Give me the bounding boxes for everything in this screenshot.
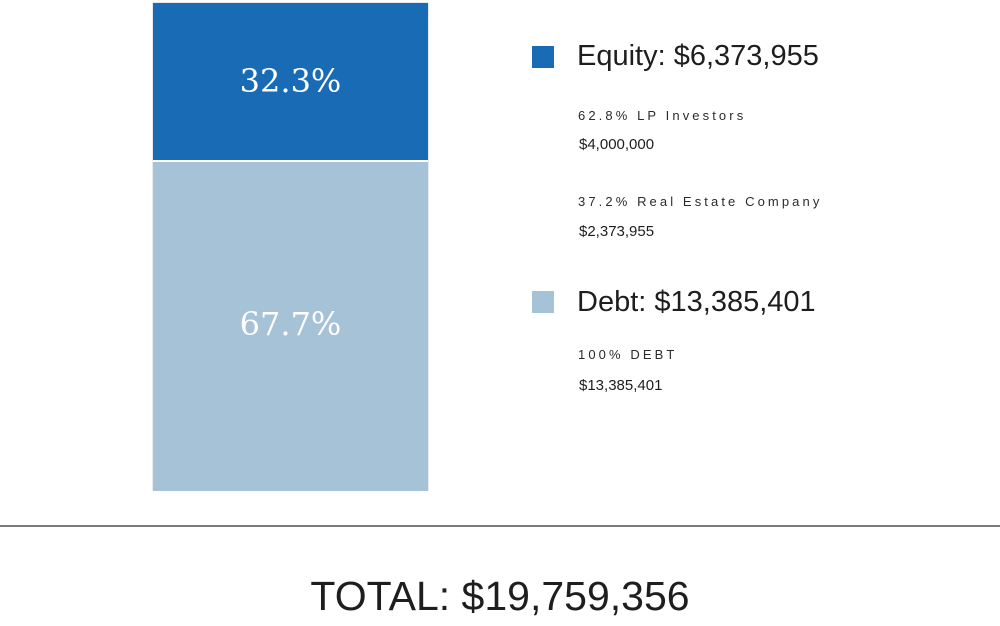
legend-swatch-equity bbox=[532, 46, 554, 68]
legend-item-label: 100% DEBT bbox=[578, 347, 678, 362]
legend-item-amount: $4,000,000 bbox=[579, 136, 655, 153]
legend-item-label: 37.2% Real Estate Company bbox=[578, 194, 823, 209]
bar-label-debt: 67.7% bbox=[239, 305, 342, 344]
legend-title-equity: Equity: $6,373,955 bbox=[577, 40, 819, 72]
bar-segment-equity bbox=[153, 3, 428, 160]
bar-label-equity: 32.3% bbox=[239, 62, 342, 101]
bar-segment-debt bbox=[153, 159, 428, 491]
divider bbox=[0, 525, 1000, 527]
legend-title-debt: Debt: $13,385,401 bbox=[577, 286, 816, 318]
legend-item-label: 62.8% LP Investors bbox=[578, 108, 747, 123]
legend-swatch-debt bbox=[532, 291, 554, 313]
total-label: TOTAL: $19,759,356 bbox=[310, 573, 690, 619]
legend-item-amount: $2,373,955 bbox=[579, 223, 655, 240]
legend-item-amount: $13,385,401 bbox=[579, 377, 663, 394]
stacked-bar: 32.3% 67.7% bbox=[152, 2, 429, 491]
